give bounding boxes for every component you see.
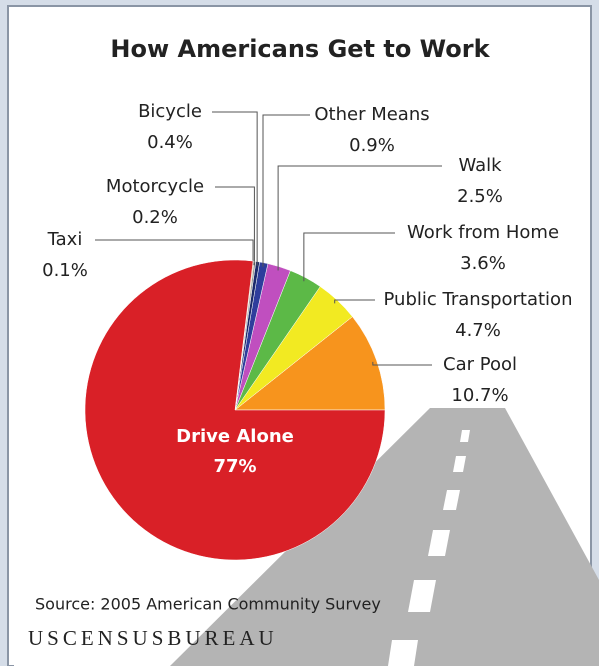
road-dashes	[388, 430, 470, 666]
leader-line	[215, 186, 255, 266]
slice-label: Other Means	[314, 104, 429, 125]
value-label: 2.5%	[457, 186, 503, 207]
value-label: 0.1%	[42, 260, 88, 281]
value-label: 3.6%	[460, 253, 506, 274]
slice-label: Drive Alone	[176, 426, 294, 447]
value-label: 0.4%	[147, 132, 193, 153]
source: Source: 2005 American Community Survey	[35, 595, 381, 614]
slice-label: Motorcycle	[106, 176, 204, 197]
pie: Car Pool 10.7% Public Transportation 4.7% Wo…	[42, 101, 573, 561]
value-label: 10.7%	[451, 385, 508, 406]
value-label: 77%	[213, 456, 256, 477]
slice-label: Public Transportation	[384, 289, 573, 310]
leader-line	[212, 111, 258, 266]
leader-line	[262, 114, 310, 267]
leader-line	[334, 299, 375, 304]
leader-line	[372, 361, 432, 366]
leader-line	[277, 165, 442, 271]
slice-label: Walk	[458, 155, 502, 176]
slice-label: Taxi	[47, 229, 83, 250]
value-label: 4.7%	[455, 320, 501, 341]
pie-slice	[234, 316, 386, 411]
leader-line	[95, 239, 254, 266]
chart-title: How Americans Get to Work	[110, 35, 490, 63]
slice-label: Bicycle	[138, 101, 202, 122]
value-label: 0.9%	[349, 135, 395, 156]
value-label: 0.2%	[132, 207, 178, 228]
leader-line	[303, 232, 395, 282]
pie-slice	[84, 259, 386, 561]
road	[170, 408, 599, 666]
logo: USCENSUSBUREAU	[28, 626, 278, 650]
slice-label: Work from Home	[407, 222, 559, 243]
slice-label: Car Pool	[443, 354, 517, 375]
